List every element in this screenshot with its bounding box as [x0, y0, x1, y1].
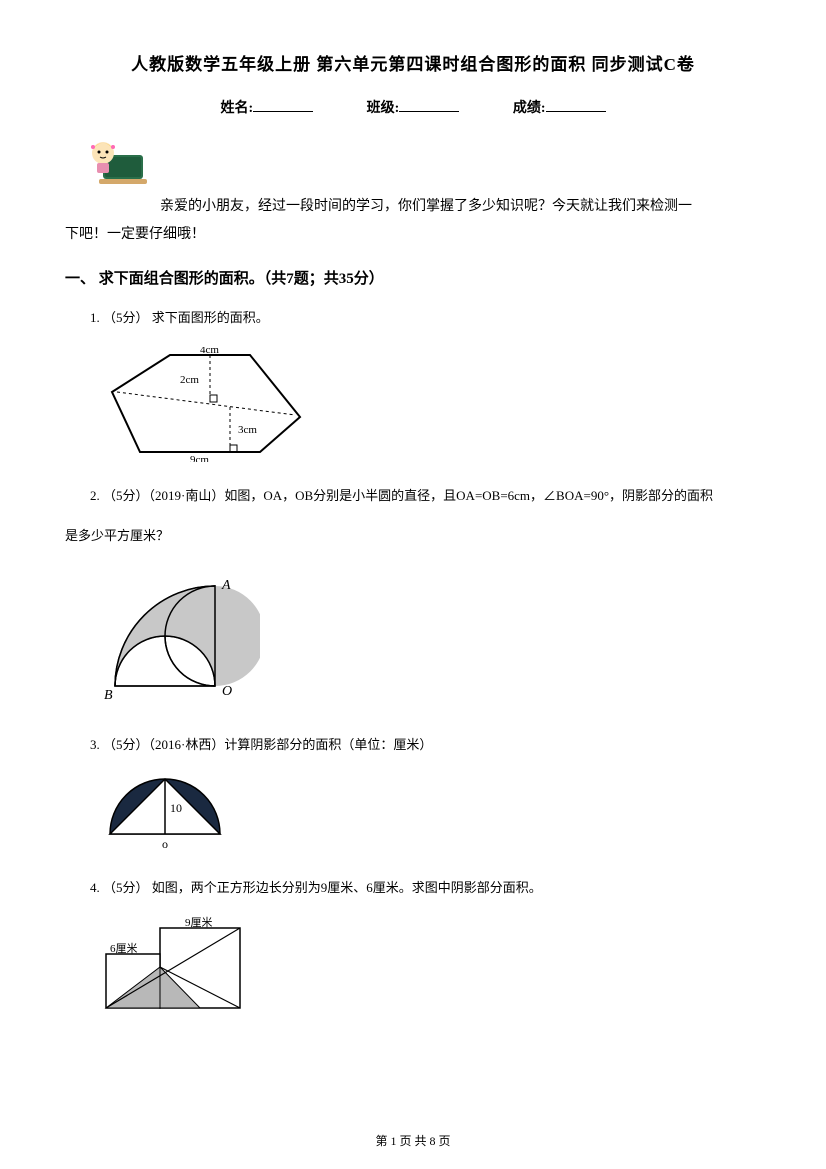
question-4-figure: 9厘米 6厘米	[100, 916, 761, 1021]
q1-label-9cm: 9cm	[190, 454, 209, 462]
score-label: 成绩:	[513, 101, 546, 116]
class-label: 班级:	[367, 101, 400, 116]
name-blank[interactable]	[253, 111, 313, 112]
q4-label-9: 9厘米	[185, 916, 213, 929]
question-2-line1: 2. （5分）（2019·南山）如图，OA，OB分别是小半圆的直径，且OA=OB…	[90, 484, 761, 509]
question-2-figure: A B O	[100, 571, 761, 711]
question-3-text: 3. （5分）（2016·林西）计算阴影部分的面积（单位：厘米）	[90, 733, 761, 758]
q1-label-2cm: 2cm	[180, 374, 199, 386]
section-1-header: 一、 求下面组合图形的面积。（共7题；共35分）	[65, 267, 761, 288]
question-1-figure: 4cm 2cm 3cm 9cm	[100, 347, 761, 462]
question-1-text: 1. （5分） 求下面图形的面积。	[90, 306, 761, 331]
question-2-line2: 是多少平方厘米？	[65, 524, 761, 549]
mascot-row	[65, 135, 761, 185]
page-title: 人教版数学五年级上册 第六单元第四课时组合图形的面积 同步测试C卷	[65, 50, 761, 75]
q1-label-4cm: 4cm	[200, 347, 219, 356]
class-blank[interactable]	[399, 111, 459, 112]
greeting-line2: 下吧！一定要仔细哦！	[65, 227, 205, 242]
mascot-icon	[85, 135, 155, 185]
q1-label-3cm: 3cm	[238, 424, 257, 436]
q2-label-A: A	[221, 578, 231, 593]
greeting-line1: 亲爱的小朋友，经过一段时间的学习，你们掌握了多少知识呢？今天就让我们来检测一	[160, 199, 692, 214]
question-4-text: 4. （5分） 如图，两个正方形边长分别为9厘米、6厘米。求图中阴影部分面积。	[90, 876, 761, 901]
q4-label-6: 6厘米	[110, 942, 138, 955]
q3-label-10: 10	[170, 801, 182, 815]
question-2-block: 2. （5分）（2019·南山）如图，OA，OB分别是小半圆的直径，且OA=OB…	[65, 484, 761, 549]
page-footer: 第 1 页 共 8 页	[0, 1132, 826, 1149]
name-label: 姓名:	[220, 101, 253, 116]
question-3-figure: 10 o	[100, 774, 761, 854]
q2-label-B: B	[104, 688, 113, 703]
q3-label-o: o	[162, 837, 168, 851]
q2-label-O: O	[222, 684, 232, 699]
greeting-text: 亲爱的小朋友，经过一段时间的学习，你们掌握了多少知识呢？今天就让我们来检测一 下…	[65, 193, 761, 249]
student-info-line: 姓名: 班级: 成绩:	[65, 97, 761, 117]
score-blank[interactable]	[546, 111, 606, 112]
